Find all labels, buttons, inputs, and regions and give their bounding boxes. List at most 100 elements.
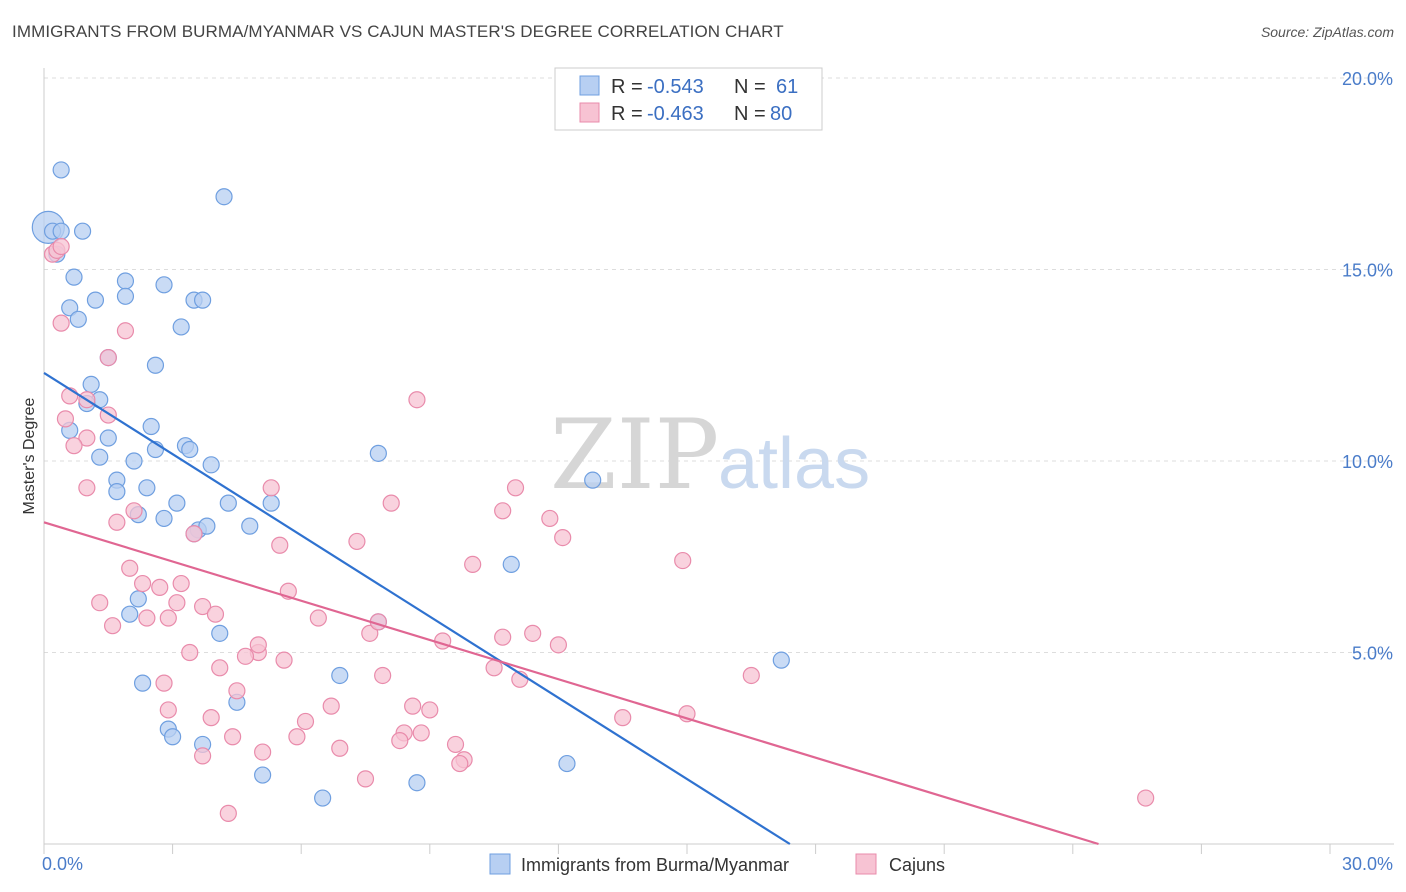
point-pink-12 (65, 437, 83, 455)
point-pink-45 (494, 628, 512, 646)
point-pink-57 (228, 682, 246, 700)
point-pink-63 (614, 709, 632, 727)
point-pink-30 (172, 574, 190, 593)
bottom-legend-label-blue: Immigrants from Burma/Myanmar (521, 855, 789, 875)
point-pink-70 (391, 731, 409, 750)
point-pink-15 (382, 494, 400, 512)
point-pink-69 (288, 728, 306, 746)
point-blue-28 (91, 448, 109, 466)
point-pink-20 (108, 513, 126, 531)
point-pink-35 (206, 605, 225, 623)
point-blue-50 (133, 674, 152, 692)
point-pink-60 (404, 697, 422, 715)
x-tick-label-1: 30.0% (1342, 854, 1393, 874)
point-pink-23 (271, 536, 289, 554)
point-pink-76 (451, 754, 469, 773)
point-pink-19 (541, 509, 559, 528)
bottom-legend-swatch-blue (489, 853, 511, 875)
bottom-legend-swatch-pink (855, 853, 877, 875)
watermark-atlas: atlas (718, 424, 870, 504)
point-pink-73 (254, 743, 272, 761)
y-tick-label-1: 10.0% (1342, 452, 1393, 472)
point-blue-7 (65, 268, 83, 286)
point-pink-29 (151, 578, 169, 596)
point-blue-49 (772, 651, 790, 669)
point-pink-34 (194, 597, 212, 616)
y-axis-label: Master's Degree (21, 397, 38, 514)
top-legend: R = -0.543 N = 61 R = -0.463 N = 80 (554, 67, 823, 131)
point-pink-67 (412, 724, 430, 742)
point-pink-56 (155, 674, 173, 692)
trend-lines (43, 371, 1099, 846)
point-pink-72 (331, 739, 349, 757)
point-blue-37 (219, 494, 237, 512)
point-blue-24 (99, 429, 117, 447)
point-pink-53 (374, 666, 392, 685)
point-blue-5 (73, 222, 92, 240)
point-pink-14 (262, 479, 280, 497)
point-pink-13 (78, 479, 96, 497)
point-pink-17 (125, 502, 143, 520)
point-blue-46 (129, 590, 147, 608)
legend-r-value-1: -0.543 (647, 76, 704, 98)
point-blue-35 (584, 471, 602, 489)
point-pink-37 (138, 609, 156, 627)
data-points (31, 161, 1155, 822)
x-tick-label-0: 0.0% (42, 854, 83, 874)
point-pink-3 (52, 314, 70, 332)
point-pink-46 (524, 624, 542, 642)
bottom-legend-label-pink: Cajuns (889, 855, 945, 875)
point-pink-58 (322, 697, 340, 715)
point-blue-45 (121, 605, 139, 623)
point-blue-51 (331, 666, 349, 685)
point-pink-36 (159, 609, 177, 627)
point-blue-14 (194, 291, 212, 309)
point-pink-38 (309, 609, 327, 627)
legend-n-label-1: N = (734, 76, 766, 98)
point-pink-77 (356, 770, 375, 788)
axes (43, 68, 1394, 854)
point-blue-27 (181, 440, 199, 459)
point-pink-68 (224, 728, 242, 746)
trend-line-pink (43, 521, 1099, 846)
point-pink-16 (506, 479, 525, 497)
point-pink-47 (549, 636, 568, 654)
point-pink-24 (348, 532, 366, 551)
point-blue-34 (138, 479, 156, 497)
y-tick-label-2: 15.0% (1342, 261, 1393, 281)
point-blue-18 (146, 356, 165, 374)
trend-line-blue (43, 371, 791, 845)
point-pink-26 (674, 551, 692, 570)
point-blue-56 (558, 754, 576, 773)
legend-n-value-1: 61 (776, 76, 798, 98)
point-blue-58 (314, 789, 332, 807)
point-pink-51 (211, 659, 229, 677)
point-blue-57 (254, 766, 272, 784)
point-blue-42 (198, 517, 216, 535)
legend-r-label-1: R = (611, 76, 643, 98)
point-blue-59 (408, 774, 426, 792)
point-blue-2 (52, 222, 70, 240)
point-pink-22 (554, 528, 572, 547)
point-pink-32 (168, 594, 186, 612)
point-pink-27 (121, 559, 139, 577)
point-pink-33 (91, 594, 109, 612)
point-pink-25 (464, 555, 482, 574)
point-blue-44 (502, 555, 520, 574)
point-blue-9 (155, 276, 173, 294)
watermark-zip: ZIP (550, 399, 719, 511)
point-pink-74 (194, 747, 212, 765)
point-blue-19 (82, 375, 100, 393)
point-pink-2 (52, 237, 70, 256)
point-pink-10 (408, 391, 426, 409)
point-pink-42 (361, 624, 379, 642)
point-blue-29 (125, 452, 143, 470)
point-blue-30 (202, 456, 220, 474)
legend-n-label-2: N = (734, 103, 766, 125)
legend-swatch-pink (579, 102, 600, 123)
y-tick-labels: 5.0% 10.0% 15.0% 20.0% (1342, 69, 1393, 664)
point-pink-71 (446, 735, 465, 754)
point-pink-61 (421, 701, 439, 719)
point-blue-40 (155, 509, 173, 528)
